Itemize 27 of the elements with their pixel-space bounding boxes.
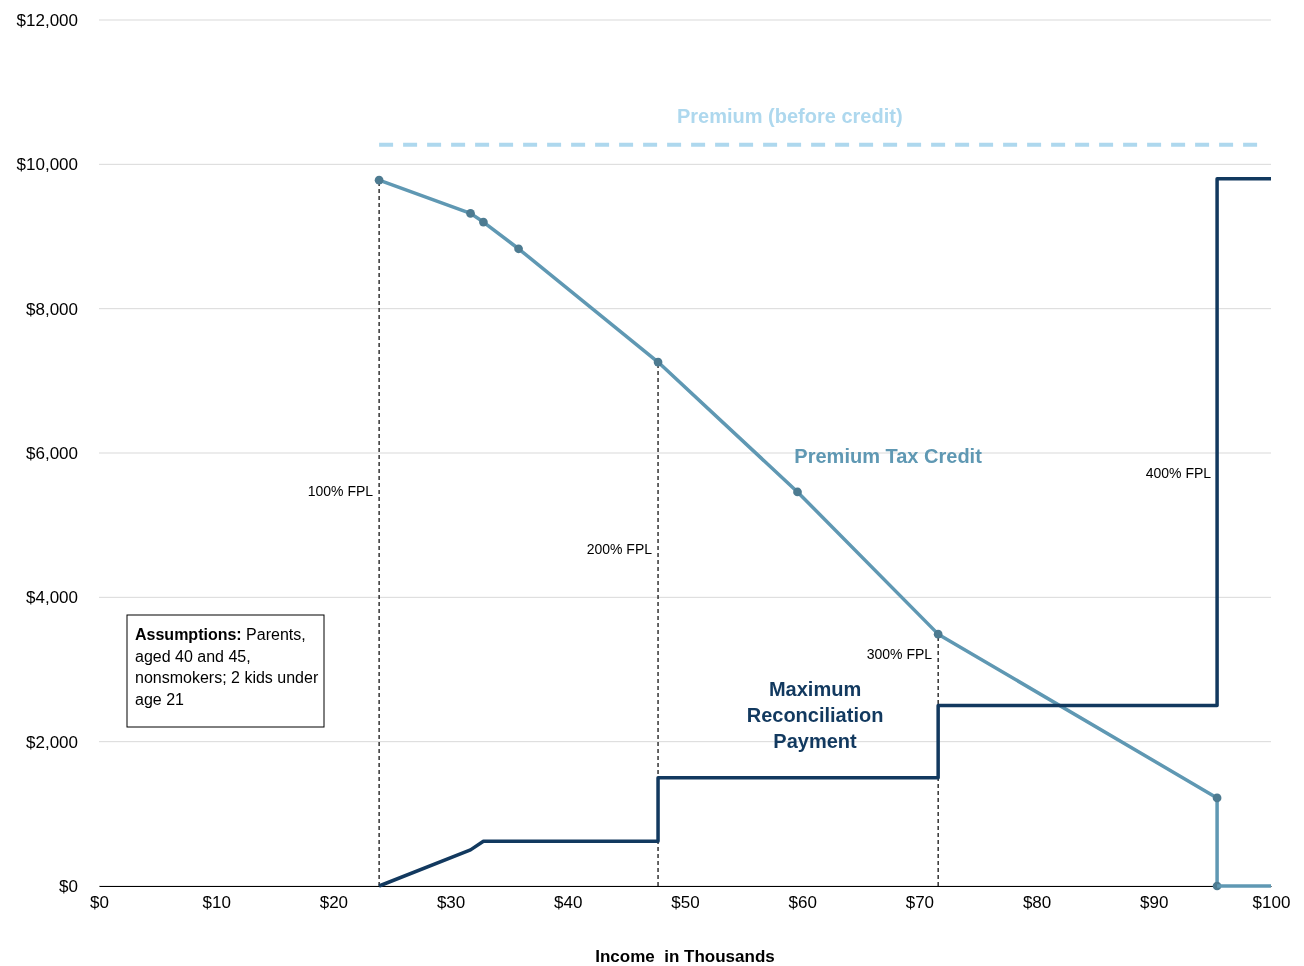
y-tick-label: $2,000 [26, 732, 78, 752]
y-tick-label: $12,000 [16, 10, 78, 30]
x-tick-label: $50 [671, 893, 700, 913]
x-tick-label: $30 [436, 893, 466, 913]
annotation: 400% FPL [1145, 465, 1212, 482]
annotation: Assumptions: Parents, aged 40 and 45, nonsmokers; 2 kids under age 21 [135, 626, 319, 708]
y-tick-label: $4,000 [26, 588, 78, 608]
x-tick-label: $90 [1140, 893, 1169, 913]
x-tick-label: $100 [1252, 893, 1291, 913]
x-tick-label: $0 [90, 893, 109, 913]
x-tick-label: $10 [202, 893, 231, 913]
y-tick-label: $8,000 [26, 299, 78, 319]
annotation: 300% FPL [866, 645, 933, 662]
series-label: Premium Tax Credit [794, 444, 983, 467]
annotation: 200% FPL [586, 541, 653, 558]
y-tick-label: $10,000 [16, 155, 78, 175]
series-label: Maximum Reconciliation Payment [746, 677, 884, 752]
x-tick-label: $20 [319, 893, 349, 913]
x-tick-label: $80 [1022, 893, 1052, 913]
x-tick-label: $40 [554, 893, 583, 913]
x-tick-label: $60 [788, 893, 817, 913]
series-label: Premium (before credit) [676, 104, 903, 127]
x-axis-title: Income in Thousands [595, 947, 775, 966]
annotation: 100% FPL [307, 483, 374, 500]
y-tick-label: $0 [59, 876, 78, 896]
y-tick-label: $6,000 [26, 443, 78, 463]
x-tick-label: $70 [905, 893, 935, 913]
